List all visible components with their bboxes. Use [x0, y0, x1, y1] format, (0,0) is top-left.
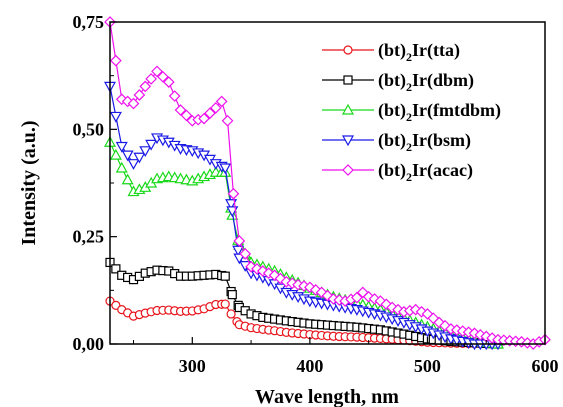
data-point: [111, 264, 121, 274]
data-point: [121, 150, 134, 162]
data-point: [221, 114, 234, 127]
data-point: [157, 70, 169, 83]
data-point: [233, 253, 246, 265]
y-tick-label: 0,00: [73, 334, 105, 354]
series-4: [103, 81, 504, 351]
data-point: [204, 107, 216, 120]
data-point: [109, 111, 122, 123]
y-tick-label: 0,25: [73, 227, 105, 247]
data-point: [109, 148, 122, 160]
y-axis-title: Intensity (a.u.): [18, 120, 40, 245]
legend-marker: [341, 103, 355, 115]
legend-marker: [343, 45, 353, 55]
data-point: [225, 199, 238, 210]
data-point: [127, 159, 140, 170]
data-point: [127, 97, 140, 110]
legend-label: (bt)2Ir(fmtdbm): [378, 100, 501, 124]
data-point: [220, 271, 230, 281]
data-point: [115, 141, 128, 153]
legend-item: (bt)2Ir(dbm): [322, 70, 474, 94]
legend-marker: [341, 135, 355, 147]
x-tick-label: 400: [296, 356, 323, 376]
data-point: [115, 161, 128, 173]
data-point: [139, 80, 152, 93]
data-point: [198, 112, 210, 125]
data-point: [174, 104, 187, 116]
legend-item: (bt)2Ir(acac): [322, 160, 473, 184]
series-5: [104, 16, 551, 350]
legend: (bt)2Ir(tta) (bt)2Ir(dbm) (bt)2Ir(fmtdbm) (…: [322, 40, 501, 184]
data-point: [239, 247, 252, 260]
data-point: [121, 173, 134, 185]
data-point: [219, 163, 232, 175]
x-axis-title: Wave length, nm: [255, 386, 399, 407]
data-point: [162, 76, 175, 88]
data-point: [133, 152, 146, 164]
data-point: [232, 245, 245, 257]
data-point: [209, 102, 222, 114]
series-layer: [103, 16, 551, 351]
data-point: [215, 95, 228, 108]
data-point: [151, 65, 163, 78]
data-point: [145, 139, 158, 151]
legend-item: (bt)2Ir(bsm): [322, 130, 471, 154]
x-tick-label: 300: [179, 356, 206, 376]
tick-layer: 300 400 500 600 0,00 0,25 0,50 0,75: [73, 12, 559, 376]
legend-label: (bt)2Ir(bsm): [378, 130, 471, 154]
legend-marker: [342, 164, 354, 176]
data-point: [226, 309, 236, 319]
data-point: [110, 54, 122, 67]
data-point: [139, 146, 152, 158]
legend-label: (bt)2Ir(dbm): [378, 70, 474, 94]
data-point: [168, 90, 181, 102]
legend-label: (bt)2Ir(tta): [378, 40, 460, 64]
y-tick-label: 0,75: [73, 12, 105, 32]
data-point: [233, 235, 246, 247]
data-point: [227, 290, 237, 300]
data-point: [133, 89, 146, 101]
data-point: [351, 291, 363, 304]
legend-item: (bt)2Ir(tta): [322, 40, 460, 64]
y-tick-label: 0,50: [73, 119, 105, 139]
x-tick-label: 600: [532, 356, 559, 376]
legend-item: (bt)2Ir(fmtdbm): [322, 100, 501, 124]
series-line: [109, 86, 498, 345]
data-point: [227, 187, 240, 200]
data-point: [180, 109, 193, 122]
x-tick-label: 500: [414, 356, 441, 376]
data-point: [145, 73, 157, 85]
data-point: [220, 299, 230, 309]
legend-marker: [343, 75, 353, 85]
legend-label: (bt)2Ir(acac): [378, 160, 473, 184]
